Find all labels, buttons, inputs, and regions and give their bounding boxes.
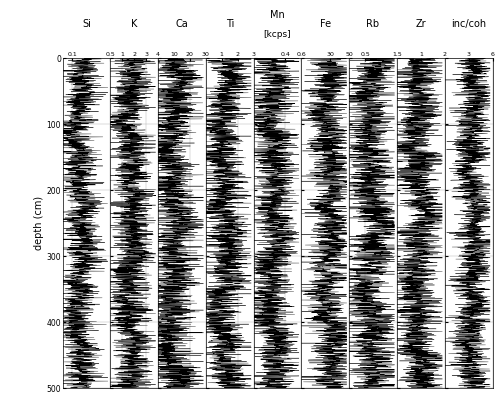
Y-axis label: depth (cm): depth (cm) [34, 196, 43, 250]
Text: inc/coh: inc/coh [451, 19, 486, 29]
Text: Rb: Rb [366, 19, 380, 29]
Text: Zr: Zr [416, 19, 426, 29]
Text: Si: Si [82, 19, 91, 29]
Text: Ca: Ca [176, 19, 188, 29]
Text: Ti: Ti [226, 19, 234, 29]
Text: [kcps]: [kcps] [264, 30, 291, 39]
Text: K: K [131, 19, 138, 29]
Text: Mn: Mn [270, 10, 285, 20]
Text: Fe: Fe [320, 19, 331, 29]
